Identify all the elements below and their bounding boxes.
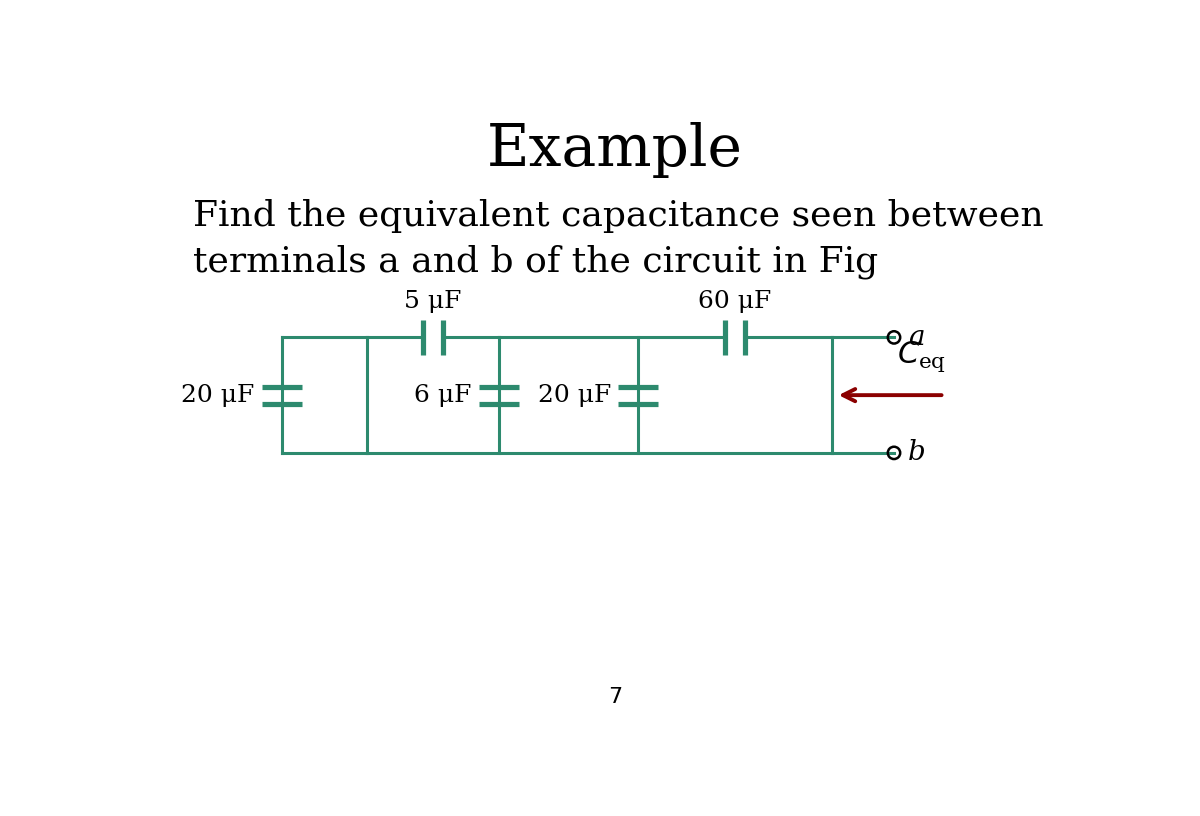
Text: $C_{\mathregular{eq}}$: $C_{\mathregular{eq}}$	[896, 339, 946, 374]
Text: 20 μF: 20 μF	[538, 384, 611, 406]
Text: 20 μF: 20 μF	[181, 384, 254, 406]
Text: Find the equivalent capacitance seen between: Find the equivalent capacitance seen bet…	[193, 199, 1043, 233]
Text: a: a	[908, 324, 924, 351]
Text: 6 μF: 6 μF	[414, 384, 472, 406]
Text: b: b	[908, 439, 925, 467]
Text: Example: Example	[487, 122, 743, 178]
Text: terminals a and b of the circuit in Fig: terminals a and b of the circuit in Fig	[193, 245, 877, 280]
Text: 60 μF: 60 μF	[698, 290, 772, 313]
Text: 5 μF: 5 μF	[404, 290, 462, 313]
Text: 7: 7	[608, 687, 622, 707]
